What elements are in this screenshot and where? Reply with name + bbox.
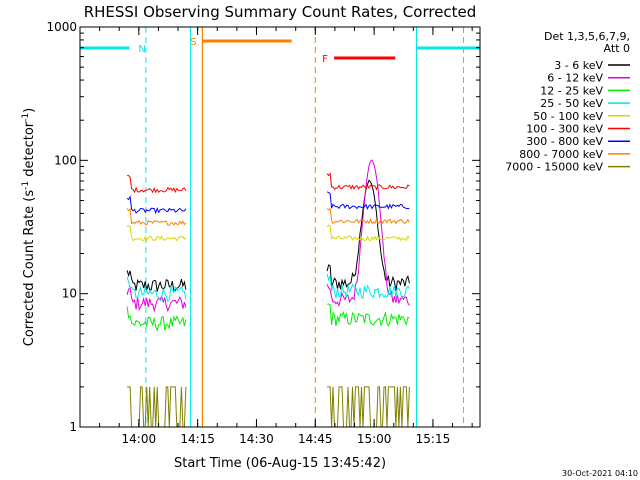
series-1-segment-0 xyxy=(126,286,187,313)
legend-header-2: Att 0 xyxy=(604,42,630,55)
plot-frame xyxy=(79,26,481,428)
legend-label-6: 300 - 800 keV xyxy=(526,135,603,148)
series-2-segment-1 xyxy=(326,303,410,328)
y-axis-label-sup2: -1 xyxy=(21,113,31,122)
legend-label-7: 800 - 7000 keV xyxy=(519,148,603,161)
y-tick-label-1: 10 xyxy=(62,287,77,301)
series-7-segment-1 xyxy=(326,207,410,225)
series-4-segment-0 xyxy=(126,224,187,242)
series-2-segment-0 xyxy=(126,306,187,332)
series-8-segment-1 xyxy=(327,386,410,428)
y-axis-label-mid: detector xyxy=(22,121,37,181)
legend-label-0: 3 - 6 keV xyxy=(554,59,603,72)
x-tick-label-1: 14:15 xyxy=(180,432,215,446)
y-axis-label: Corrected Count Rate (s-1 detector-1) xyxy=(21,108,37,346)
x-tick-label-2: 14:30 xyxy=(239,432,274,446)
x-tick-label-5: 15:15 xyxy=(416,432,451,446)
series-3-segment-0 xyxy=(126,276,187,303)
y-tick-label-0: 1 xyxy=(69,420,77,434)
series-7-segment-0 xyxy=(126,207,187,226)
x-tick-label-4: 15:00 xyxy=(357,432,392,446)
series-3-segment-1 xyxy=(326,273,410,300)
legend-label-2: 12 - 25 keV xyxy=(540,84,603,97)
series-6-segment-1 xyxy=(326,191,410,210)
y-axis-label-sup1: -1 xyxy=(21,181,31,190)
x-axis-label: Start Time (06-Aug-15 13:45:42) xyxy=(174,456,386,471)
x-tick-label-3: 14:45 xyxy=(298,432,333,446)
annotation-label-S: S xyxy=(190,37,196,48)
series-5-segment-1 xyxy=(326,172,410,191)
annotation-label-N: N xyxy=(138,44,145,55)
annotation-label-F: F xyxy=(322,54,328,65)
y-tick-label-2: 100 xyxy=(54,153,77,167)
footer-date: 30-Oct-2021 04:10 xyxy=(562,469,638,478)
y-axis-label-main: Corrected Count Rate (s xyxy=(22,190,37,347)
x-tick-label-0: 14:00 xyxy=(122,432,157,446)
legend-header-1: Det 1,3,5,6,7,9, xyxy=(544,30,630,43)
series-0-segment-1 xyxy=(326,179,410,291)
series-6-segment-0 xyxy=(126,195,187,215)
legend-label-3: 25 - 50 keV xyxy=(540,97,603,110)
series-1-segment-1 xyxy=(326,159,410,308)
legend-label-1: 6 - 12 keV xyxy=(547,72,603,85)
legend-label-5: 100 - 300 keV xyxy=(526,123,603,136)
series-0-segment-0 xyxy=(126,270,187,292)
series-5-segment-0 xyxy=(127,174,187,194)
legend-label-8: 7000 - 15000 keV xyxy=(505,161,603,174)
legend-label-4: 50 - 100 keV xyxy=(533,110,603,123)
y-tick-label-3: 1000 xyxy=(46,20,77,34)
chart-title: RHESSI Observing Summary Count Rates, Co… xyxy=(84,3,477,21)
y-axis-label-end: ) xyxy=(22,108,37,113)
series-4-segment-1 xyxy=(326,224,410,242)
plot-area: N S F xyxy=(79,27,480,428)
axes: 14:00 14:15 14:30 14:45 15:00 15:15 1 10 100 1000 xyxy=(46,20,480,446)
